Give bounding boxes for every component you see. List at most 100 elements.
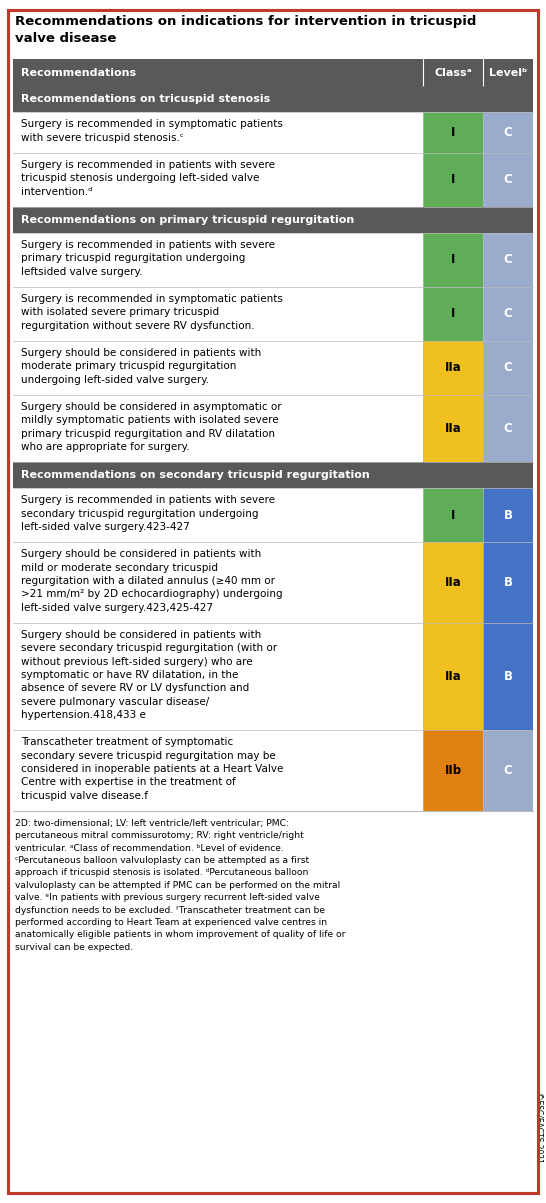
Text: Surgery is recommended in symptomatic patients: Surgery is recommended in symptomatic pa… bbox=[21, 119, 283, 129]
Text: Surgery is recommended in symptomatic patients: Surgery is recommended in symptomatic pa… bbox=[21, 294, 283, 304]
Text: C: C bbox=[503, 764, 512, 777]
Text: I: I bbox=[451, 254, 455, 267]
Text: secondary tricuspid regurgitation undergoing: secondary tricuspid regurgitation underg… bbox=[21, 509, 258, 518]
Text: C: C bbox=[503, 361, 512, 374]
Text: secondary severe tricuspid regurgitation may be: secondary severe tricuspid regurgitation… bbox=[21, 751, 276, 760]
Text: undergoing left-sided valve surgery.: undergoing left-sided valve surgery. bbox=[21, 374, 209, 385]
Text: who are appropriate for surgery.: who are appropriate for surgery. bbox=[21, 442, 189, 452]
Text: anatomically eligible patients in whom improvement of quality of life or: anatomically eligible patients in whom i… bbox=[15, 930, 346, 940]
Text: with isolated severe primary tricuspid: with isolated severe primary tricuspid bbox=[21, 307, 219, 318]
Text: IIb: IIb bbox=[444, 764, 461, 777]
Bar bbox=[13, 207, 533, 233]
Bar bbox=[13, 288, 533, 340]
Text: Surgery is recommended in patients with severe: Surgery is recommended in patients with … bbox=[21, 496, 275, 505]
Bar bbox=[483, 395, 533, 462]
Text: Recommendations on indications for intervention in tricuspid: Recommendations on indications for inter… bbox=[15, 14, 476, 28]
Text: C: C bbox=[503, 126, 512, 140]
Text: C: C bbox=[503, 422, 512, 435]
Bar bbox=[423, 395, 483, 462]
Text: dysfunction needs to be excluded. ᶠTranscatheter treatment can be: dysfunction needs to be excluded. ᶠTrans… bbox=[15, 906, 325, 914]
Bar bbox=[483, 340, 533, 395]
Text: Surgery should be considered in asymptomatic or: Surgery should be considered in asymptom… bbox=[21, 402, 282, 411]
Text: intervention.ᵈ: intervention.ᵈ bbox=[21, 186, 92, 196]
Bar bbox=[13, 233, 533, 288]
Bar bbox=[13, 462, 533, 488]
Bar bbox=[423, 488, 483, 543]
Bar bbox=[483, 543, 533, 623]
Text: valve. ᵉIn patients with previous surgery recurrent left-sided valve: valve. ᵉIn patients with previous surger… bbox=[15, 893, 320, 902]
Text: performed according to Heart Team at experienced valve centres in: performed according to Heart Team at exp… bbox=[15, 918, 327, 928]
Text: C: C bbox=[503, 308, 512, 320]
Text: Surgery should be considered in patients with: Surgery should be considered in patients… bbox=[21, 630, 261, 640]
Bar bbox=[483, 233, 533, 288]
Text: primary tricuspid regurgitation and RV dilatation: primary tricuspid regurgitation and RV d… bbox=[21, 428, 275, 439]
Text: Surgery should be considered in patients with: Surgery should be considered in patients… bbox=[21, 550, 261, 559]
Text: mildly symptomatic patients with isolated severe: mildly symptomatic patients with isolate… bbox=[21, 415, 278, 426]
Text: Surgery is recommended in patients with severe: Surgery is recommended in patients with … bbox=[21, 239, 275, 250]
Text: survival can be expected.: survival can be expected. bbox=[15, 943, 133, 952]
Bar bbox=[13, 59, 533, 87]
Text: ©ESC/EACTS 2021: ©ESC/EACTS 2021 bbox=[534, 1092, 543, 1163]
Text: B: B bbox=[503, 509, 513, 522]
Bar bbox=[423, 233, 483, 288]
Text: Transcatheter treatment of symptomatic: Transcatheter treatment of symptomatic bbox=[21, 737, 233, 747]
Bar bbox=[13, 488, 533, 543]
Text: leftsided valve surgery.: leftsided valve surgery. bbox=[21, 267, 143, 277]
Text: percutaneous mitral commissurotomy; RV: right ventricle/right: percutaneous mitral commissurotomy; RV: … bbox=[15, 831, 304, 841]
Text: regurgitation without severe RV dysfunction.: regurgitation without severe RV dysfunct… bbox=[21, 321, 254, 331]
Bar bbox=[13, 395, 533, 462]
Text: IIa: IIa bbox=[444, 422, 461, 435]
Text: symptomatic or have RV dilatation, in the: symptomatic or have RV dilatation, in th… bbox=[21, 670, 239, 680]
Bar bbox=[13, 623, 533, 730]
Bar bbox=[423, 153, 483, 207]
Text: approach if tricuspid stenosis is isolated. ᵈPercutaneous balloon: approach if tricuspid stenosis is isolat… bbox=[15, 869, 308, 877]
Bar bbox=[423, 112, 483, 153]
Text: Recommendations on tricuspid stenosis: Recommendations on tricuspid stenosis bbox=[21, 94, 270, 105]
Text: Classᵃ: Classᵃ bbox=[434, 67, 472, 78]
Text: I: I bbox=[451, 308, 455, 320]
Text: hypertension.418,433 e: hypertension.418,433 e bbox=[21, 710, 146, 719]
Text: left-sided valve surgery.423-427: left-sided valve surgery.423-427 bbox=[21, 522, 190, 532]
Bar bbox=[13, 730, 533, 811]
Bar bbox=[483, 288, 533, 340]
Text: Recommendations on primary tricuspid regurgitation: Recommendations on primary tricuspid reg… bbox=[21, 215, 354, 225]
Text: moderate primary tricuspid regurgitation: moderate primary tricuspid regurgitation bbox=[21, 361, 236, 372]
Bar bbox=[483, 112, 533, 153]
Text: absence of severe RV or LV dysfunction and: absence of severe RV or LV dysfunction a… bbox=[21, 683, 250, 693]
Text: tricuspid stenosis undergoing left-sided valve: tricuspid stenosis undergoing left-sided… bbox=[21, 173, 259, 183]
Text: B: B bbox=[503, 670, 513, 683]
Text: valvuloplasty can be attempted if PMC can be performed on the mitral: valvuloplasty can be attempted if PMC ca… bbox=[15, 881, 340, 890]
Bar bbox=[483, 153, 533, 207]
Bar bbox=[423, 730, 483, 811]
Bar bbox=[483, 730, 533, 811]
Text: severe secondary tricuspid regurgitation (with or: severe secondary tricuspid regurgitation… bbox=[21, 644, 277, 653]
Bar bbox=[483, 623, 533, 730]
Text: IIa: IIa bbox=[444, 576, 461, 589]
Text: without previous left-sided surgery) who are: without previous left-sided surgery) who… bbox=[21, 657, 253, 666]
Bar bbox=[423, 543, 483, 623]
Text: 2D: two-dimensional; LV: left ventricle/left ventricular; PMC:: 2D: two-dimensional; LV: left ventricle/… bbox=[15, 819, 289, 828]
Bar bbox=[483, 488, 533, 543]
Text: ᶜPercutaneous balloon valvuloplasty can be attempted as a first: ᶜPercutaneous balloon valvuloplasty can … bbox=[15, 857, 309, 865]
Text: Surgery is recommended in patients with severe: Surgery is recommended in patients with … bbox=[21, 160, 275, 170]
Text: Surgery should be considered in patients with: Surgery should be considered in patients… bbox=[21, 348, 261, 358]
Text: Recommendations on secondary tricuspid regurgitation: Recommendations on secondary tricuspid r… bbox=[21, 470, 370, 480]
Text: Centre with expertise in the treatment of: Centre with expertise in the treatment o… bbox=[21, 777, 236, 787]
Text: I: I bbox=[451, 126, 455, 140]
Text: IIa: IIa bbox=[444, 361, 461, 374]
Text: C: C bbox=[503, 254, 512, 267]
Text: severe pulmonary vascular disease/: severe pulmonary vascular disease/ bbox=[21, 697, 209, 706]
Text: left-sided valve surgery.423,425-427: left-sided valve surgery.423,425-427 bbox=[21, 603, 213, 612]
Text: mild or moderate secondary tricuspid: mild or moderate secondary tricuspid bbox=[21, 563, 218, 573]
Text: considered in inoperable patients at a Heart Valve: considered in inoperable patients at a H… bbox=[21, 764, 283, 774]
Text: ventricular. ᵃClass of recommendation. ᵇLevel of evidence.: ventricular. ᵃClass of recommendation. ᵇ… bbox=[15, 843, 284, 853]
Text: I: I bbox=[451, 173, 455, 186]
Text: Recommendations: Recommendations bbox=[21, 67, 136, 78]
Text: valve disease: valve disease bbox=[15, 32, 116, 46]
Bar bbox=[13, 543, 533, 623]
Text: Levelᵇ: Levelᵇ bbox=[489, 67, 527, 78]
Bar bbox=[423, 623, 483, 730]
Bar bbox=[13, 153, 533, 207]
Bar bbox=[13, 340, 533, 395]
Text: with severe tricuspid stenosis.ᶜ: with severe tricuspid stenosis.ᶜ bbox=[21, 132, 184, 143]
